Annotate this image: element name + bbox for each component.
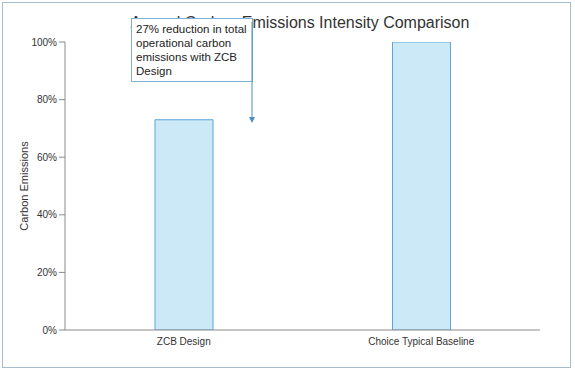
svg-text:20%: 20% (37, 267, 57, 278)
html-text:27% reduction in total operati: 27% reduction in total operational carbo… (136, 23, 247, 77)
svg-text:60%: 60% (37, 152, 57, 163)
svg-text:Choice Typical Baseline: Choice Typical Baseline (368, 336, 474, 347)
svg-text:80%: 80% (37, 94, 57, 105)
html-text:Annual Carbon Emissions Intens: Annual Carbon Emissions Intensity Compar… (130, 14, 470, 31)
svg-text:ZCB Design: ZCB Design (157, 336, 211, 347)
svg-text:100%: 100% (31, 37, 57, 48)
svg-text:0%: 0% (43, 325, 58, 336)
svg-text:Carbon Emissions: Carbon Emissions (18, 141, 30, 231)
svg-text:40%: 40% (37, 209, 57, 220)
